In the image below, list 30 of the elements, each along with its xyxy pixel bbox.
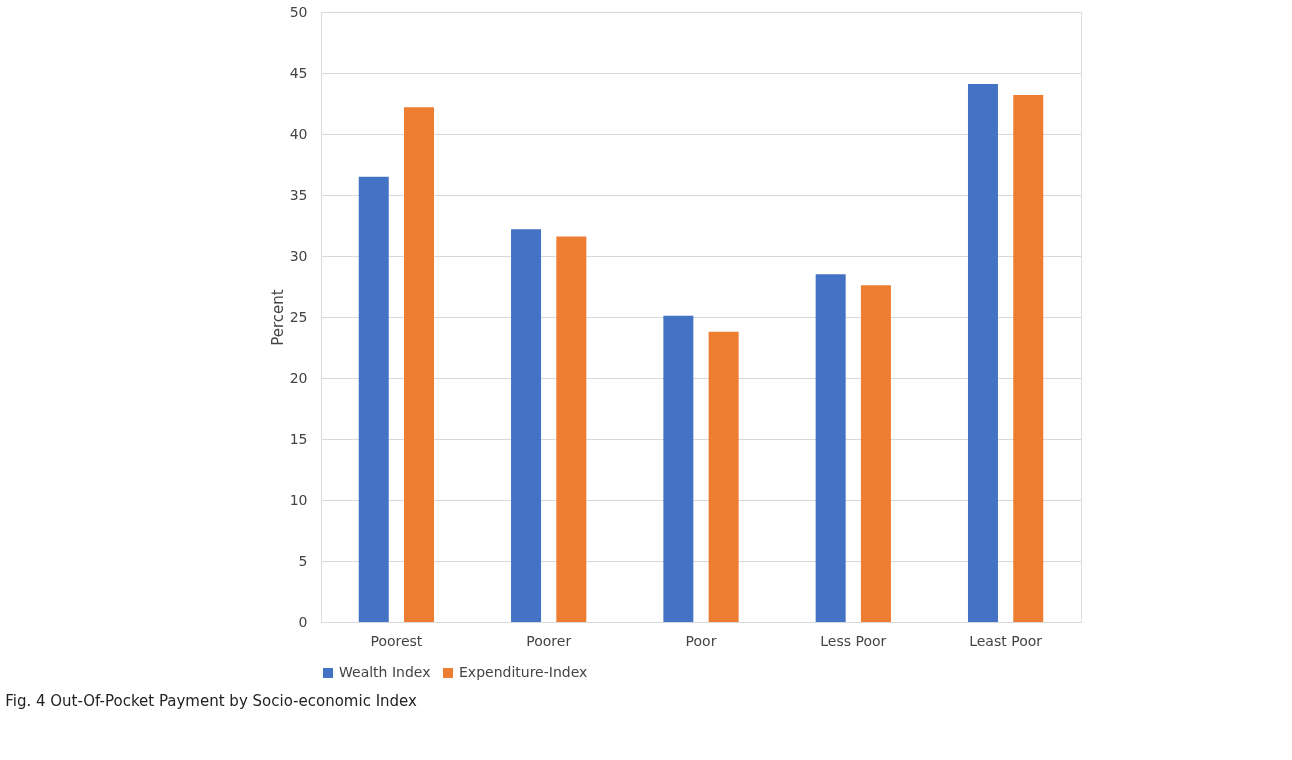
y-tick-label: 15	[289, 430, 308, 447]
bar	[663, 315, 694, 622]
y-axis-title: Percent	[268, 289, 287, 346]
bar	[556, 236, 587, 622]
y-tick-label: 40	[289, 125, 308, 142]
y-tick-label: 30	[289, 247, 308, 264]
bar	[708, 331, 739, 622]
y-tick-label: 5	[298, 552, 308, 569]
x-tick-label: Least Poor	[969, 632, 1043, 649]
bar	[967, 83, 998, 622]
y-tick-label: 25	[289, 308, 308, 325]
bar	[404, 107, 435, 622]
bar	[511, 229, 542, 622]
legend-label: Expenditure-Index	[459, 664, 588, 680]
y-tick-label: 0	[298, 613, 308, 630]
bar	[1013, 94, 1044, 622]
x-tick-label: Poor	[685, 632, 717, 649]
y-tick-label: 20	[289, 369, 308, 386]
y-tick-label: 35	[289, 186, 308, 203]
caption: Fig. 4 Out-Of-Pocket Payment by Socio-economic Index	[5, 692, 418, 710]
y-tick-label: 10	[289, 491, 308, 508]
y-tick-label: 50	[289, 3, 308, 20]
legend-label: Wealth Index	[339, 664, 431, 680]
x-tick-label: Less Poor	[820, 632, 887, 649]
y-tick-label: 45	[289, 64, 308, 81]
bar	[358, 176, 389, 622]
x-tick-label: Poorest	[370, 632, 423, 649]
x-tick-label: Poorer	[526, 632, 572, 649]
bar	[815, 274, 846, 622]
bar	[860, 285, 891, 622]
